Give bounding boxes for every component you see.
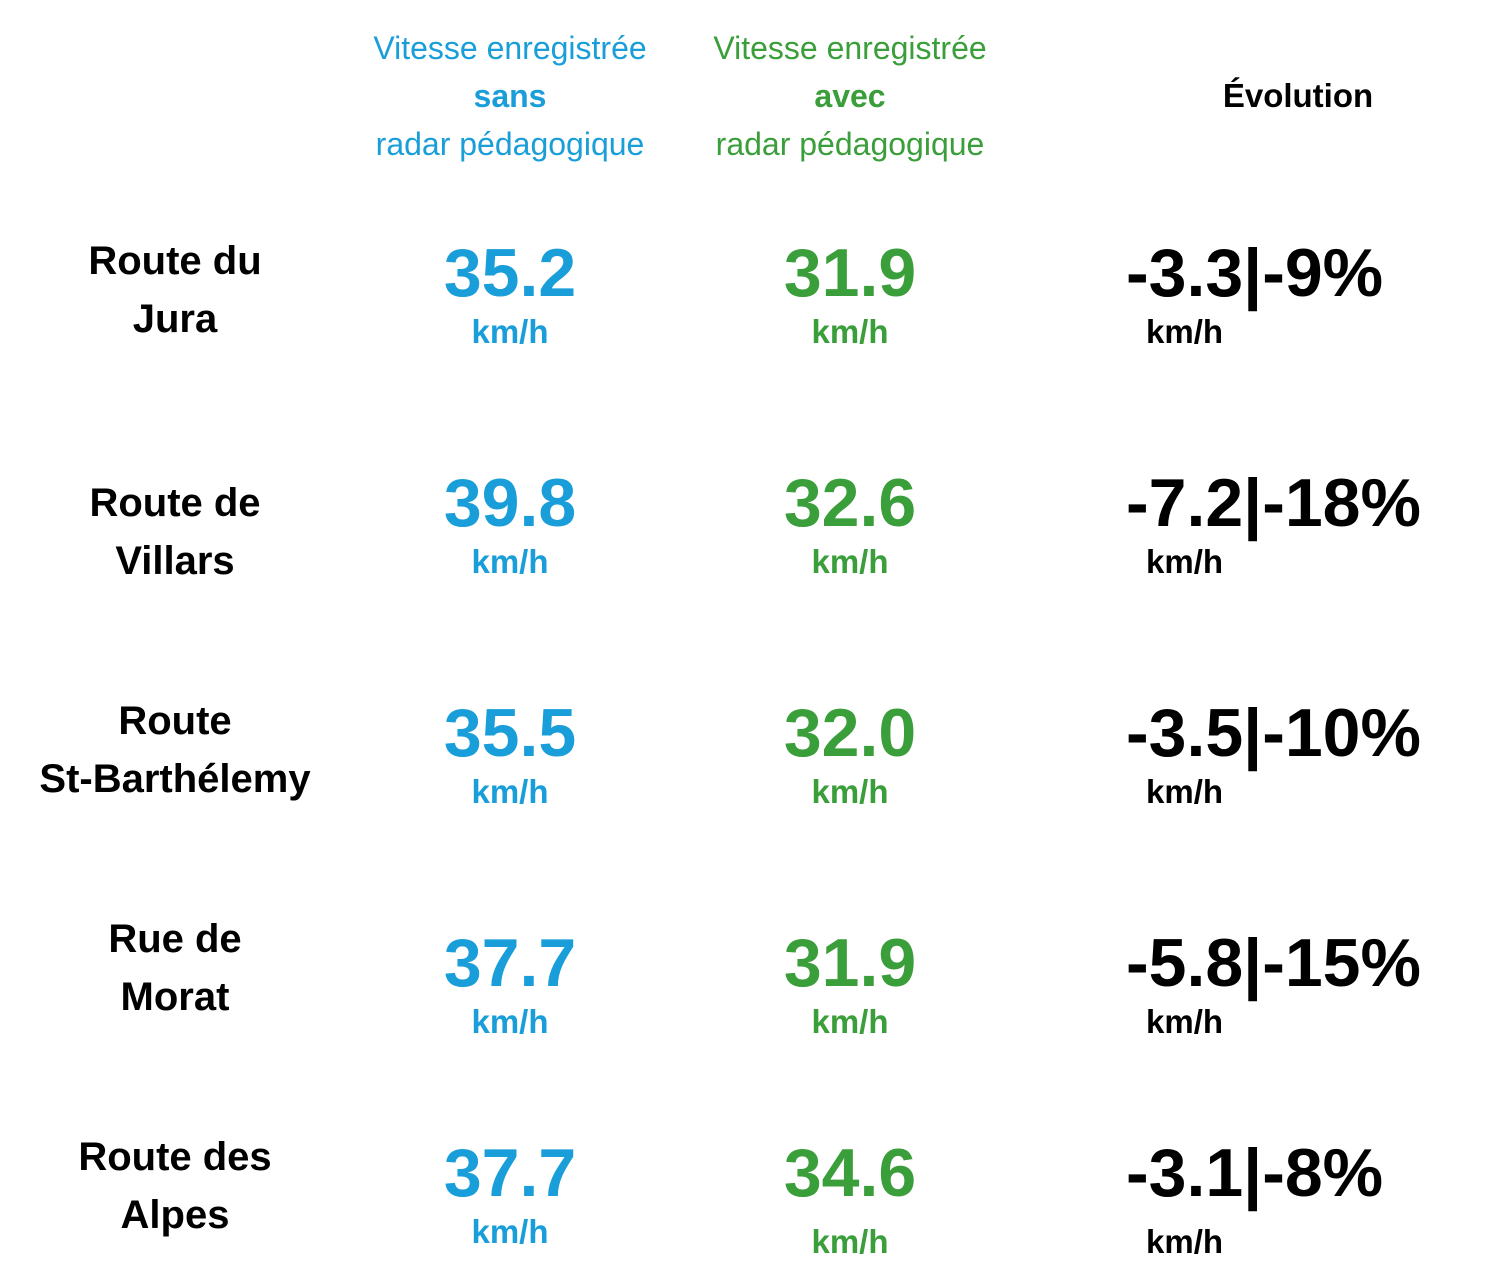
table-row: Rue de Morat 37.7 km/h 31.9 km/h -5.8|-1… xyxy=(0,910,1492,1070)
evolution: -5.8|-15% km/h xyxy=(1126,924,1421,1042)
header-without-line3: radar pédagogique xyxy=(375,126,645,162)
table-row: Route des Alpes 37.7 km/h 34.6 km/h -3.1… xyxy=(0,1128,1492,1288)
evolution-value: -5.8|-15% xyxy=(1126,925,1421,1001)
speed-without-radar: 39.8 km/h xyxy=(340,464,680,582)
road-name: Route des Alpes xyxy=(20,1128,330,1244)
speed-with-value: 31.9 xyxy=(783,235,917,311)
speed-without-unit: km/h xyxy=(471,543,549,580)
header-without-line1: Vitesse enregistrée xyxy=(373,30,647,66)
speed-without-value: 37.7 xyxy=(443,925,577,1001)
road-name-line2: Alpes xyxy=(120,1193,230,1237)
evolution-unit: km/h xyxy=(1146,1223,1224,1260)
speed-with-radar: 34.6 km/h xyxy=(680,1134,1020,1262)
evolution: -3.1|-8% km/h xyxy=(1126,1134,1383,1262)
evolution: -3.5|-10% km/h xyxy=(1126,694,1421,812)
speed-with-unit: km/h xyxy=(811,543,889,580)
speed-without-value: 39.8 xyxy=(443,465,577,541)
speed-with-value: 32.6 xyxy=(783,465,917,541)
speed-without-radar: 35.5 km/h xyxy=(340,694,680,812)
header-evolution: Évolution xyxy=(1222,77,1374,114)
table-row: Route de Villars 39.8 km/h 32.6 km/h -7.… xyxy=(0,465,1492,634)
header-with-radar: Vitesse enregistrée avec radar pédagogiq… xyxy=(680,24,1020,168)
speed-without-value: 35.2 xyxy=(443,235,577,311)
header-with-line2: avec xyxy=(814,78,886,114)
evolution-unit: km/h xyxy=(1146,773,1224,810)
road-name-line1: Route de xyxy=(89,481,261,525)
speed-with-value: 32.0 xyxy=(783,695,917,771)
speed-without-radar: 37.7 km/h xyxy=(340,1134,680,1252)
road-name-line2: Villars xyxy=(115,539,235,583)
evolution-value: -7.2|-18% xyxy=(1126,465,1421,541)
evolution: -3.3|-9% km/h xyxy=(1126,234,1383,352)
road-name-line1: Rue de xyxy=(108,917,242,961)
speed-with-unit: km/h xyxy=(811,1003,889,1040)
speed-without-unit: km/h xyxy=(471,1003,549,1040)
speed-without-unit: km/h xyxy=(471,1213,549,1250)
evolution-unit: km/h xyxy=(1146,1003,1224,1040)
evolution: -7.2|-18% km/h xyxy=(1126,464,1421,582)
speed-without-radar: 35.2 km/h xyxy=(340,234,680,352)
speed-with-radar: 32.0 km/h xyxy=(680,694,1020,812)
table-row: Route du Jura 35.2 km/h 31.9 km/h -3.3|-… xyxy=(0,232,1492,392)
speed-with-radar: 31.9 km/h xyxy=(680,234,1020,352)
speed-without-unit: km/h xyxy=(471,773,549,810)
speed-with-unit: km/h xyxy=(811,1223,889,1260)
speed-without-value: 35.5 xyxy=(443,695,577,771)
speed-with-value: 31.9 xyxy=(783,925,917,1001)
table-row: Route St-Barthélemy 35.5 km/h 32.0 km/h … xyxy=(0,692,1492,852)
road-name: Route du Jura xyxy=(20,232,330,348)
road-name-line2: Morat xyxy=(120,975,230,1019)
speed-without-value: 37.7 xyxy=(443,1135,577,1211)
header-without-radar: Vitesse enregistrée sans radar pédagogiq… xyxy=(340,24,680,168)
speed-with-unit: km/h xyxy=(811,773,889,810)
road-name-line2: St-Barthélemy xyxy=(39,757,311,801)
evolution-value: -3.5|-10% xyxy=(1126,695,1421,771)
speed-with-radar: 31.9 km/h xyxy=(680,924,1020,1042)
speed-with-unit: km/h xyxy=(811,313,889,350)
header-without-line2: sans xyxy=(473,78,547,114)
speed-with-value: 34.6 xyxy=(783,1135,917,1211)
evolution-unit: km/h xyxy=(1146,313,1224,350)
road-name-line2: Jura xyxy=(132,297,218,341)
speed-without-radar: 37.7 km/h xyxy=(340,924,680,1042)
evolution-value: -3.1|-8% xyxy=(1126,1135,1384,1211)
speed-without-unit: km/h xyxy=(471,313,549,350)
road-name: Route St-Barthélemy xyxy=(20,692,330,808)
road-name-line1: Route des xyxy=(78,1135,272,1179)
road-name-line1: Route xyxy=(118,699,232,743)
header-with-line3: radar pédagogique xyxy=(715,126,985,162)
road-name-line1: Route du xyxy=(88,239,262,283)
speed-with-radar: 32.6 km/h xyxy=(680,464,1020,582)
road-name: Rue de Morat xyxy=(20,910,330,1026)
evolution-unit: km/h xyxy=(1146,543,1224,580)
road-name: Route de Villars xyxy=(20,474,330,590)
header-with-line1: Vitesse enregistrée xyxy=(713,30,987,66)
evolution-value: -3.3|-9% xyxy=(1126,235,1384,311)
